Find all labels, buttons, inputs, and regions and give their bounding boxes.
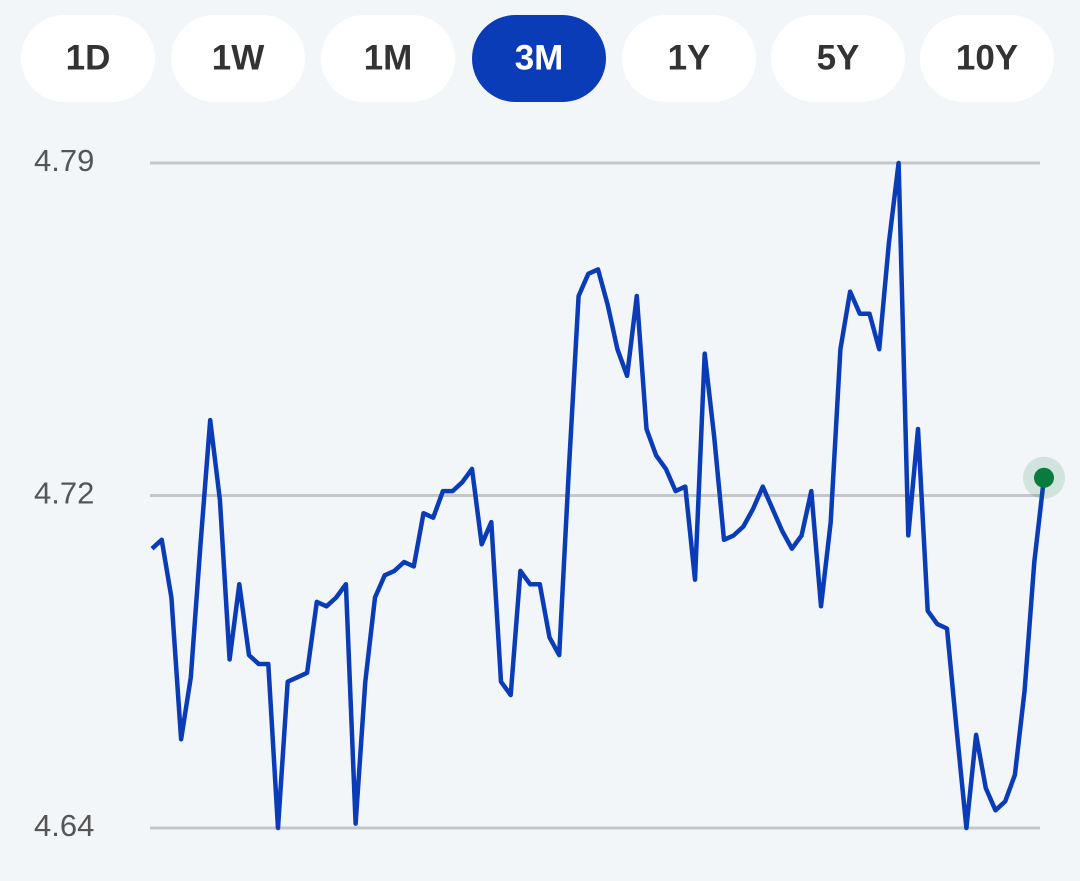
tab[interactable] [472, 15, 606, 102]
price-line [150, 160, 1047, 831]
tab-label[interactable]: 3M [515, 38, 564, 77]
tab[interactable] [622, 15, 756, 102]
y-tick-label: 4.72 [34, 476, 94, 511]
y-tick-label: 4.64 [34, 808, 94, 843]
tab-label[interactable]: 1Y [668, 38, 711, 77]
tab[interactable] [171, 15, 305, 102]
y-tick-label: 4.79 [34, 143, 94, 178]
tab-label[interactable]: 5Y [817, 38, 860, 77]
tab[interactable] [321, 15, 455, 102]
tab-label[interactable]: 1D [66, 38, 111, 77]
tab[interactable] [771, 15, 905, 102]
tab-label[interactable]: 1W [212, 38, 265, 77]
tab[interactable] [920, 15, 1054, 102]
tab-label[interactable]: 1M [364, 38, 413, 77]
end-marker [1034, 467, 1054, 488]
tab[interactable] [21, 15, 155, 102]
tab-label[interactable]: 10Y [956, 38, 1018, 77]
